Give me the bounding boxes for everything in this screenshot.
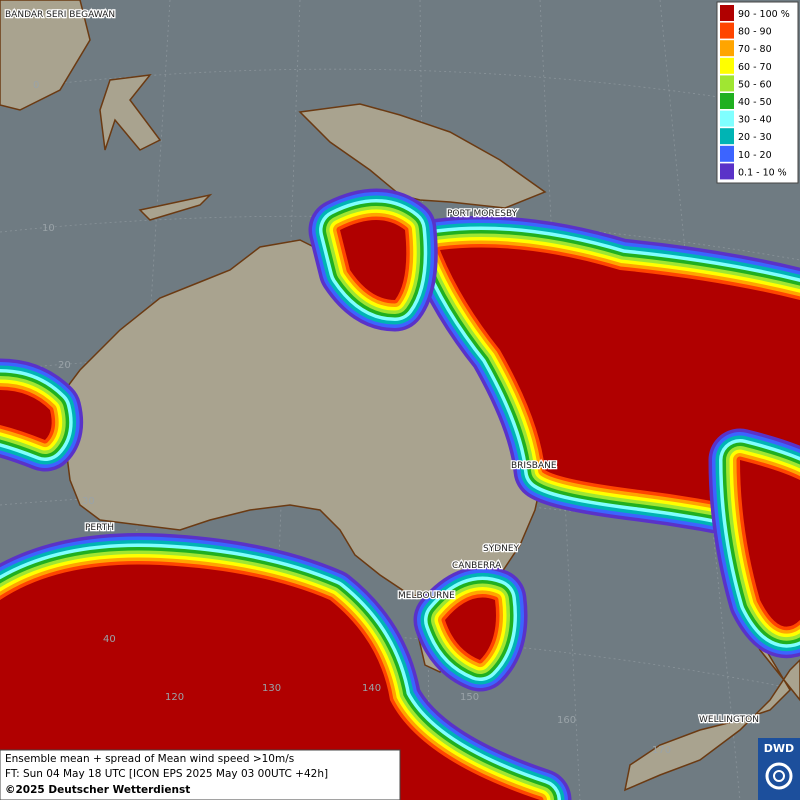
grid-label: 10 — [42, 223, 55, 234]
wind-band — [0, 390, 52, 440]
place-label: CANBERRA — [452, 561, 502, 571]
logo: DWD — [758, 738, 800, 800]
wind-band — [740, 460, 800, 627]
legend-swatch — [720, 57, 734, 74]
wind-band — [445, 597, 496, 660]
legend-swatch — [720, 5, 734, 21]
grid-label: 140 — [362, 683, 381, 694]
borneo — [0, 0, 91, 111]
grid-label: 150 — [460, 692, 479, 703]
legend-label: 50 - 60 — [738, 79, 772, 90]
new-zealand — [623, 609, 800, 792]
legend-label: 0.1 - 10 % — [738, 167, 787, 178]
legend-label: 10 - 20 — [738, 150, 772, 161]
legend-swatch — [720, 110, 734, 127]
sulawesi — [99, 74, 162, 151]
grid-label: 20 — [58, 360, 71, 371]
grid-label: 40 — [103, 634, 116, 645]
footer-box — [0, 749, 401, 801]
places: BANDAR SERI BEGAWAN PORT MORESBY BRISBAN… — [4, 9, 760, 727]
logo-swirl — [773, 770, 785, 782]
logo-box — [758, 738, 800, 800]
legend-swatch — [720, 40, 734, 57]
wind-band — [0, 564, 540, 800]
place-label: BANDAR SERI BEGAWAN — [5, 10, 115, 20]
grid-label: 30 — [82, 496, 95, 507]
legend-label: 30 - 40 — [738, 115, 772, 126]
legend-label: 20 - 30 — [738, 132, 772, 143]
timor — [138, 193, 213, 221]
legend-label: 40 - 50 — [738, 97, 772, 108]
legend: 90 - 100 % 80 - 90 70 - 80 60 - 70 50 - 60 40… — [716, 1, 799, 184]
wind-field — [0, 188, 800, 804]
footer: Ensemble mean + spread of Mean wind spee… — [0, 749, 401, 801]
legend-label: 80 - 90 — [738, 27, 772, 38]
wind-band — [340, 220, 407, 300]
grid-label: 160 — [557, 715, 576, 726]
place-label: PORT MORESBY — [447, 209, 518, 219]
grid-label: 170 — [652, 745, 671, 756]
footer-line: FT: Sun 04 May 18 UTC [ICON EPS 2025 May… — [5, 768, 328, 780]
legend-swatch — [720, 22, 734, 39]
legend-swatch — [720, 145, 734, 162]
new-guinea — [298, 103, 547, 209]
logo-text: DWD — [764, 742, 794, 755]
footer-line: Ensemble mean + spread of Mean wind spee… — [5, 753, 294, 765]
grid-labels: 0 10 20 30 40 120 130 140 150 160 170 — [33, 80, 671, 756]
legend-label: 90 - 100 % — [738, 9, 790, 20]
place-label: PERTH — [85, 523, 114, 533]
place-label: BRISBANE — [511, 461, 557, 471]
logo-swirl — [765, 762, 793, 790]
legend-swatch — [720, 75, 734, 92]
legend-label: 60 - 70 — [738, 62, 772, 73]
grid-label: 130 — [262, 683, 281, 694]
grid-label: 0 — [33, 80, 39, 91]
legend-label: 70 - 80 — [738, 44, 772, 55]
legend-swatch — [720, 163, 734, 180]
footer-line: ©2025 Deutscher Wetterdienst — [5, 784, 190, 796]
place-label: MELBOURNE — [398, 591, 455, 601]
legend-swatch — [720, 128, 734, 145]
legend-swatch — [720, 93, 734, 109]
place-label: WELLINGTON — [699, 715, 759, 725]
grid-label: 120 — [165, 692, 184, 703]
place-label: SYDNEY — [483, 544, 520, 554]
